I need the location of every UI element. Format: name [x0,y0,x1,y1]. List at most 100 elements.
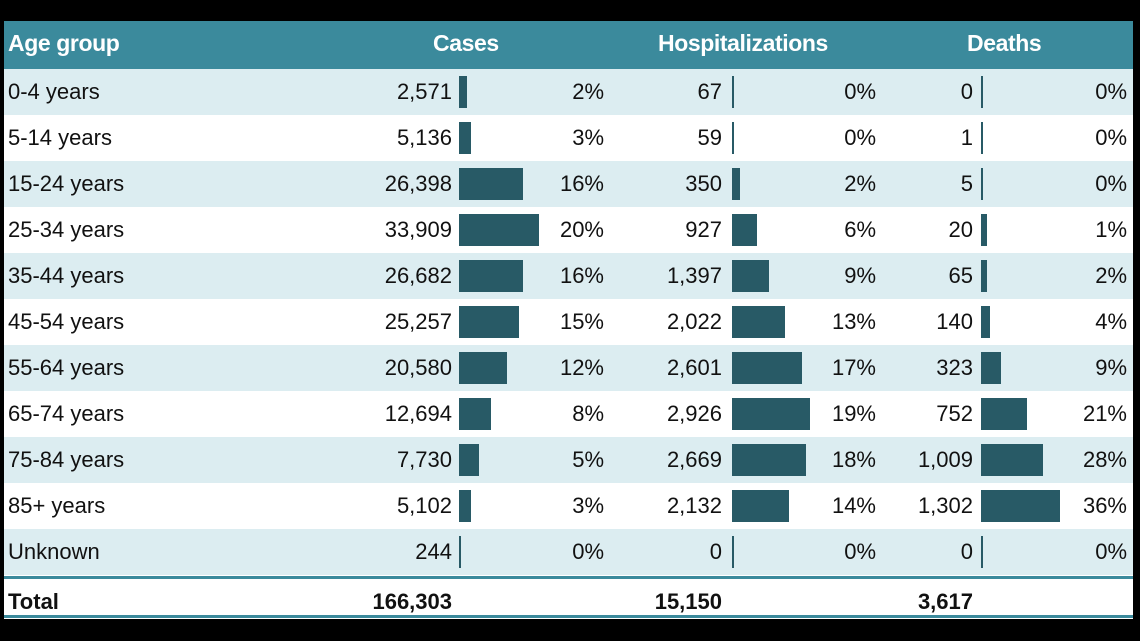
table-row: 15-24 years 26,398 16% 350 2% 5 0% [4,161,1133,207]
deaths-percent: 0% [1095,79,1127,104]
cases-percent: 12% [559,355,604,380]
cases-value: 33,909 [384,217,452,242]
cases-value: 20,580 [384,355,452,380]
cases-bar [459,260,523,292]
deaths-value: 140 [936,309,973,334]
deaths-percent: 0% [1095,125,1127,150]
hospitalizations-value: 927 [685,217,722,242]
deaths-bar [981,306,990,338]
cases-value: 26,682 [384,263,452,288]
cases-bar [459,76,467,108]
cases-value: 5,136 [396,125,452,150]
cases-percent: 2% [572,79,604,104]
deaths-bar [981,76,983,108]
deaths-value: 323 [936,355,973,380]
cases-value: 7,730 [396,447,452,472]
table-row: 85+ years 5,102 3% 2,132 14% 1,302 36% [4,483,1133,529]
hospitalizations-value: 1,397 [666,263,722,288]
total-cases: 166,303 [372,589,452,614]
hospitalizations-bar [732,490,790,522]
deaths-bar [981,352,1001,384]
deaths-percent: 1% [1095,217,1127,242]
age-group-label: 15-24 years [8,171,125,196]
hospitalizations-bar [732,76,734,108]
hospitalizations-bar [732,444,806,476]
age-group-label: 25-34 years [8,217,125,242]
hospitalizations-bar [732,306,786,338]
deaths-value: 65 [948,263,973,288]
hospitalizations-value: 2,601 [666,355,722,380]
cases-percent: 5% [572,447,604,472]
cases-value: 12,694 [384,401,452,426]
age-group-label: Unknown [8,539,100,564]
deaths-value: 5 [960,171,973,196]
hospitalizations-percent: 0% [844,125,876,150]
cases-percent: 3% [572,125,604,150]
cases-percent: 0% [572,539,604,564]
deaths-value: 1,302 [917,493,973,518]
table-row: 45-54 years 25,257 15% 2,022 13% 140 4% [4,299,1133,345]
cases-value: 25,257 [384,309,452,334]
hospitalizations-bar [732,536,734,568]
deaths-percent: 21% [1082,401,1127,426]
total-separator [4,576,1133,579]
deaths-value: 1,009 [917,447,973,472]
table-row: 75-84 years 7,730 5% 2,669 18% 1,009 28% [4,437,1133,483]
hospitalizations-value: 350 [685,171,722,196]
cases-percent: 15% [559,309,604,334]
hospitalizations-percent: 13% [831,309,876,334]
age-group-label: 85+ years [8,493,106,518]
cases-value: 244 [415,539,452,564]
cases-value: 26,398 [384,171,452,196]
cases-value: 2,571 [396,79,452,104]
cases-bar [459,168,523,200]
deaths-percent: 0% [1095,171,1127,196]
table-row: 55-64 years 20,580 12% 2,601 17% 323 9% [4,345,1133,391]
table-row: 5-14 years 5,136 3% 59 0% 1 0% [4,115,1133,161]
total-deaths: 3,617 [917,589,973,614]
deaths-bar [981,260,987,292]
header-hospitalizations: Hospitalizations [658,30,828,56]
hospitalizations-bar [732,260,769,292]
hospitalizations-percent: 9% [844,263,876,288]
hospitalizations-value: 2,132 [666,493,722,518]
hospitalizations-value: 2,022 [666,309,722,334]
header-deaths: Deaths [967,30,1042,56]
deaths-bar [981,490,1061,522]
header-cases: Cases [433,30,499,56]
hospitalizations-value: 67 [697,79,722,104]
hospitalizations-bar [732,214,757,246]
total-label: Total [8,589,59,614]
table-row: 65-74 years 12,694 8% 2,926 19% 752 21% [4,391,1133,437]
hospitalizations-percent: 0% [844,79,876,104]
hospitalizations-bar [732,352,802,384]
hospitalizations-value: 2,669 [666,447,722,472]
cases-bar [459,306,519,338]
age-group-table: Age group Cases Hospitalizations Deaths … [4,21,1133,619]
hospitalizations-value: 2,926 [666,401,722,426]
cases-bar [459,352,507,384]
hospitalizations-value: 59 [697,125,722,150]
deaths-value: 0 [960,79,973,104]
hospitalizations-percent: 0% [844,539,876,564]
table-row: 25-34 years 33,909 20% 927 6% 20 1% [4,207,1133,253]
total-row: Total 166,303 15,150 3,617 [4,579,1133,625]
hospitalizations-value: 0 [709,539,722,564]
deaths-value: 20 [948,217,973,242]
deaths-percent: 4% [1095,309,1127,334]
deaths-value: 752 [936,401,973,426]
age-group-label: 0-4 years [8,79,100,104]
header-age-group: Age group [8,30,120,56]
hospitalizations-bar [732,168,741,200]
deaths-percent: 36% [1082,493,1127,518]
deaths-bar [981,168,983,200]
cases-percent: 20% [559,217,604,242]
table-row: 0-4 years 2,571 2% 67 0% 0 0% [4,69,1133,115]
cases-percent: 16% [559,263,604,288]
deaths-value: 0 [960,539,973,564]
table-row: 35-44 years 26,682 16% 1,397 9% 65 2% [4,253,1133,299]
deaths-bar [981,444,1043,476]
table-row: Unknown 244 0% 0 0% 0 0% [4,529,1133,575]
deaths-bar [981,214,987,246]
deaths-bar [981,122,983,154]
